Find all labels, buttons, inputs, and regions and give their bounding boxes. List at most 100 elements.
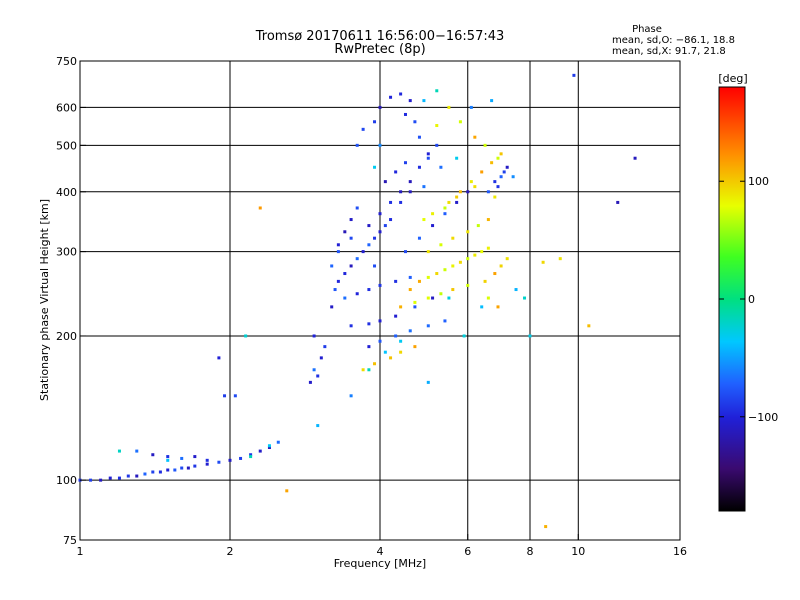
data-point — [316, 424, 320, 428]
phase-title: Phase — [632, 24, 662, 35]
data-point — [258, 449, 262, 453]
data-point — [244, 334, 248, 338]
x-tick-label: 6 — [464, 545, 471, 558]
data-point — [502, 170, 506, 174]
data-point — [417, 165, 421, 169]
data-point — [117, 449, 121, 453]
data-point — [505, 165, 509, 169]
data-point — [361, 368, 365, 372]
data-point — [435, 143, 439, 147]
data-point — [408, 180, 412, 184]
y-tick-label: 600 — [56, 101, 77, 114]
data-point — [480, 250, 484, 254]
x-tick-label: 10 — [571, 545, 585, 558]
data-point — [417, 279, 421, 283]
data-point — [205, 458, 209, 462]
data-point — [378, 105, 382, 109]
data-point — [373, 264, 377, 268]
data-point — [143, 472, 147, 476]
data-point — [228, 458, 232, 462]
data-point — [355, 292, 359, 296]
data-point — [473, 253, 477, 257]
data-point — [378, 283, 382, 287]
data-point — [383, 180, 387, 184]
phase-mean-o: mean, sd,O: −86.1, 18.8 — [612, 35, 735, 46]
phase-mean-x: mean, sd,X: 91.7, 21.8 — [612, 46, 726, 57]
data-point — [413, 120, 417, 124]
data-point — [205, 462, 209, 466]
data-point — [413, 305, 417, 309]
data-point — [333, 288, 337, 292]
data-point — [349, 264, 353, 268]
data-point — [443, 319, 447, 323]
data-point — [469, 105, 473, 109]
data-point — [316, 374, 320, 378]
y-axis-ticks: 75 100 200 300 400 500 600 750 — [56, 55, 86, 547]
data-point — [367, 345, 371, 349]
data-point — [458, 260, 462, 264]
data-point — [99, 478, 103, 482]
data-point — [505, 257, 509, 261]
data-point — [355, 257, 359, 261]
chart-subtitle: RwPretec (8p) — [334, 42, 425, 57]
data-point — [108, 476, 112, 480]
data-point — [422, 218, 426, 222]
data-point — [117, 476, 121, 480]
data-point — [217, 460, 221, 464]
x-tick-label: 4 — [377, 545, 384, 558]
data-point — [180, 466, 184, 470]
data-point — [473, 135, 477, 139]
data-point — [249, 453, 253, 457]
data-point — [431, 212, 435, 216]
data-point — [399, 305, 403, 309]
data-point — [349, 218, 353, 222]
y-tick-label: 300 — [56, 246, 77, 259]
data-point — [403, 161, 407, 165]
data-point — [349, 394, 353, 398]
data-point — [633, 156, 637, 160]
data-point — [496, 185, 500, 189]
colorbar-ticks: 100 0 −100 — [719, 175, 778, 424]
data-point — [276, 440, 280, 444]
data-point — [408, 288, 412, 292]
data-point — [389, 356, 393, 360]
x-tick-label: 2 — [227, 545, 234, 558]
data-point — [399, 190, 403, 194]
data-point — [451, 264, 455, 268]
data-point — [439, 243, 443, 247]
data-point — [378, 230, 382, 234]
data-point — [399, 200, 403, 204]
data-point — [447, 296, 451, 300]
data-point — [389, 218, 393, 222]
data-point — [541, 260, 545, 264]
data-point — [435, 272, 439, 276]
data-point — [399, 92, 403, 96]
colorbar-tick-label: 100 — [748, 175, 769, 188]
data-point — [367, 243, 371, 247]
data-point — [493, 272, 497, 276]
data-point — [426, 152, 430, 156]
data-point — [514, 288, 518, 292]
data-point — [373, 120, 377, 124]
data-point — [378, 143, 382, 147]
data-point — [443, 268, 447, 272]
data-point — [426, 324, 430, 328]
data-point — [493, 195, 497, 199]
data-point — [486, 190, 490, 194]
data-point — [473, 185, 477, 189]
x-axis-title: Frequency [MHz] — [334, 557, 426, 570]
data-point — [394, 334, 398, 338]
data-point — [408, 275, 412, 279]
data-point — [135, 474, 139, 478]
data-point — [466, 230, 470, 234]
data-point — [343, 230, 347, 234]
data-point — [523, 296, 527, 300]
data-point — [389, 200, 393, 204]
data-point — [408, 190, 412, 194]
data-point — [166, 455, 170, 459]
data-point — [361, 127, 365, 131]
data-point — [528, 334, 532, 338]
data-point — [480, 305, 484, 309]
data-point — [431, 224, 435, 228]
data-point — [408, 329, 412, 333]
